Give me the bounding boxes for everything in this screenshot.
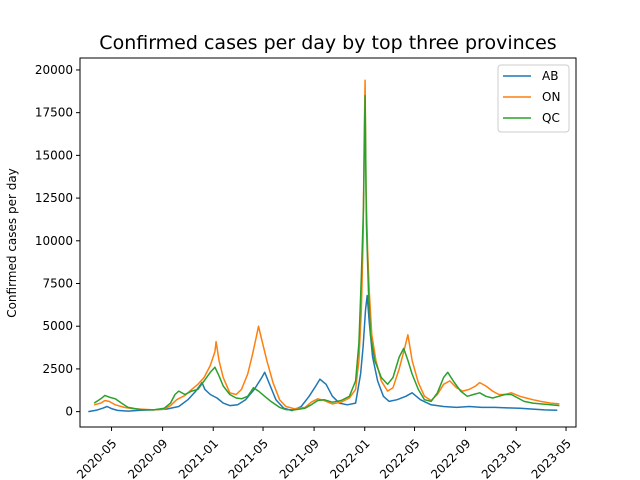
legend: AB ON QC bbox=[497, 64, 570, 133]
series-line-ab bbox=[88, 294, 558, 413]
legend-label-qc: QC bbox=[542, 111, 560, 125]
chart-title: Confirmed cases per day by top three pro… bbox=[99, 32, 556, 54]
legend-box bbox=[497, 64, 570, 133]
y-tick-label: 2500 bbox=[42, 362, 73, 376]
series-line-on bbox=[93, 79, 560, 411]
plot-series bbox=[88, 79, 560, 413]
y-axis-ticks: 0 2500 5000 7500 10000 12500 15000 17500 20000 bbox=[35, 63, 80, 419]
y-tick-label: 5000 bbox=[42, 319, 73, 333]
y-tick-label: 20000 bbox=[35, 63, 73, 77]
legend-label-ab: AB bbox=[542, 69, 558, 83]
series-line-qc bbox=[93, 94, 560, 411]
plot-frame bbox=[79, 57, 577, 428]
y-tick-label: 7500 bbox=[42, 277, 73, 291]
y-tick-label: 12500 bbox=[35, 191, 73, 205]
y-tick-label: 17500 bbox=[35, 106, 73, 120]
y-tick-label: 15000 bbox=[35, 148, 73, 162]
y-tick-label: 0 bbox=[65, 405, 73, 419]
legend-label-on: ON bbox=[542, 90, 560, 104]
y-axis-label: Confirmed cases per day bbox=[5, 168, 19, 318]
y-tick-label: 10000 bbox=[35, 234, 73, 248]
